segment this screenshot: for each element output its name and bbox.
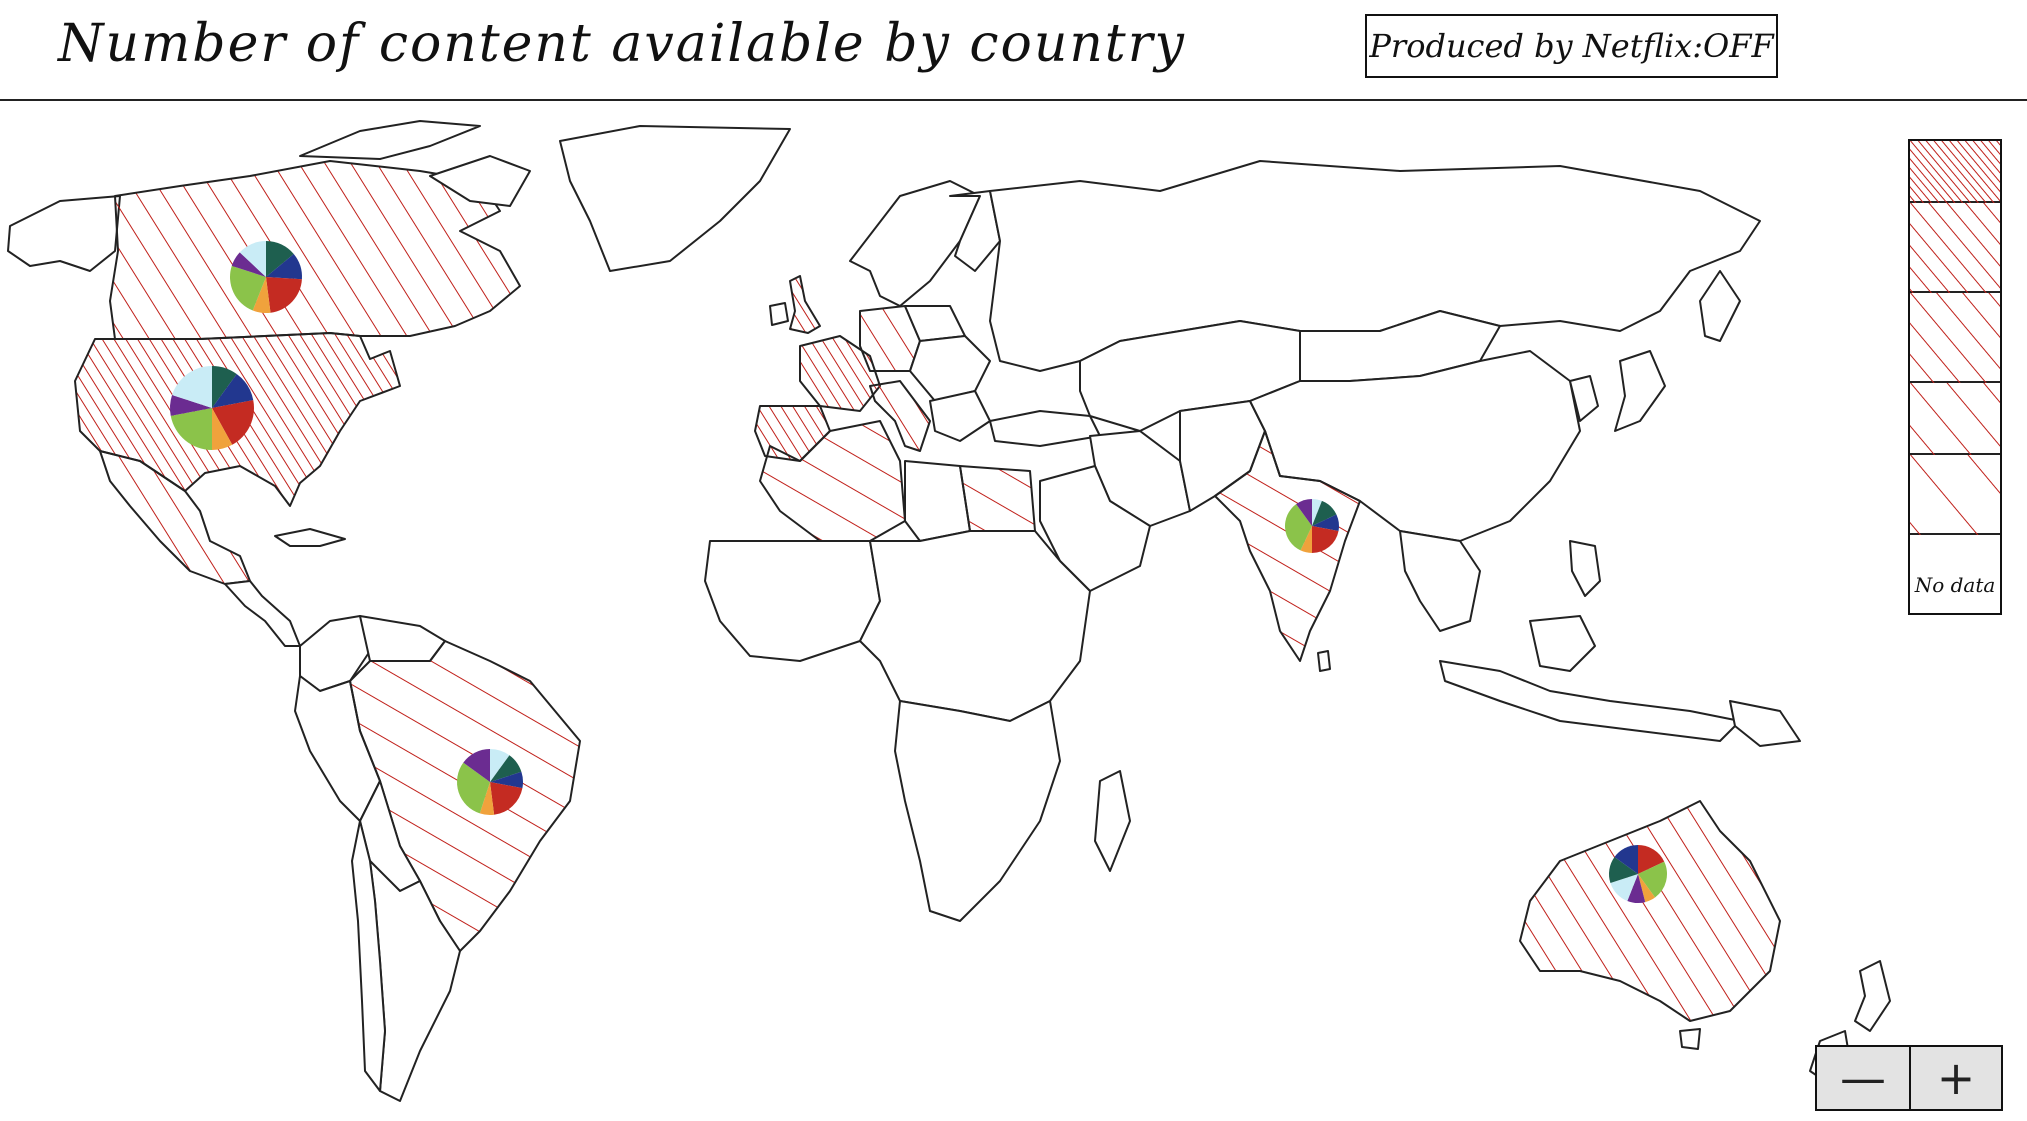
page-title: Number of content available by country (58, 14, 1186, 74)
country-indonesia[interactable] (1439, 660, 1741, 742)
country-russia[interactable] (989, 160, 1761, 372)
world-map[interactable] (0, 101, 2027, 1121)
country-sri-lanka (1317, 650, 1331, 672)
pie-slice-australia-5 (1609, 856, 1638, 883)
country-korea[interactable] (1569, 375, 1599, 422)
country-ireland[interactable] (769, 302, 789, 326)
pie-slice-india-2 (1312, 514, 1339, 532)
country-west-africa[interactable] (704, 540, 881, 662)
country-cuba (274, 528, 346, 547)
pie-slice-united-states-3 (212, 408, 233, 450)
zoom-out-button[interactable]: — (1840, 1051, 1886, 1105)
produced-by-netflix-toggle[interactable]: Produced by Netflix:OFF (1365, 14, 1778, 78)
country-southern-africa[interactable] (894, 700, 1061, 922)
country-tasmania (1679, 1028, 1701, 1050)
pie-india[interactable] (1284, 499, 1339, 553)
country-united-kingdom[interactable] (789, 275, 821, 334)
country-japan[interactable] (1614, 350, 1666, 432)
pie-slice-australia-3 (1627, 874, 1646, 904)
pie-slice-india-1 (1312, 500, 1337, 526)
country-madagascar[interactable] (1094, 770, 1131, 872)
country-new-zealand[interactable] (1854, 960, 1891, 1032)
zoom-in-button[interactable]: + (1909, 1047, 2001, 1109)
pie-slice-canada-6 (239, 241, 266, 277)
pie-slice-india-6 (1296, 499, 1312, 526)
pie-slice-india-4 (1300, 526, 1312, 553)
country-italy[interactable] (869, 380, 931, 452)
country-kamchatka (1699, 270, 1741, 342)
pie-slice-brazil-1 (490, 755, 522, 782)
country-alaska[interactable] (7, 195, 121, 272)
legend-bin-2 (1910, 203, 2000, 293)
country-balkans[interactable] (929, 390, 991, 442)
pie-slice-india-3 (1312, 526, 1339, 553)
country-philippines[interactable] (1569, 540, 1601, 597)
legend-bin-1 (1910, 141, 2000, 203)
pie-slice-brazil-4 (479, 782, 495, 816)
pie-slice-australia-1 (1638, 861, 1667, 898)
country-eastern-europe[interactable] (909, 335, 991, 402)
pie-slice-united-states-6 (172, 366, 212, 408)
pie-canada[interactable] (230, 241, 302, 313)
header: Number of content available by country P… (0, 0, 2027, 101)
pie-slice-india-5 (1284, 504, 1312, 551)
pie-slice-australia-6 (1614, 845, 1638, 874)
pie-slice-brazil-2 (490, 771, 523, 789)
country-france[interactable] (799, 335, 881, 412)
pie-slice-united-states-0 (212, 366, 237, 408)
pie-slice-brazil-6 (463, 749, 490, 782)
country-saudi-arabia[interactable] (1039, 465, 1151, 592)
country-papua-new-guinea[interactable] (1729, 700, 1801, 747)
country-arctic-islands (299, 120, 481, 160)
country-egypt[interactable] (959, 465, 1036, 532)
content-pie-charts (170, 241, 1667, 904)
country-turkey[interactable] (989, 410, 1101, 447)
legend-bin-5 (1910, 455, 2000, 535)
country-baffin-island (429, 155, 531, 207)
pie-slice-canada-4 (230, 265, 266, 311)
pie-slice-brazil-5 (456, 762, 490, 814)
pie-slice-australia-0 (1638, 845, 1665, 874)
country-borneo[interactable] (1529, 615, 1596, 672)
country-central-america (224, 580, 301, 647)
country-central-africa[interactable] (859, 530, 1091, 722)
legend-no-data-label: No data (1914, 573, 1996, 597)
pie-slice-united-states-2 (212, 400, 254, 445)
pie-slice-australia-2 (1638, 874, 1656, 903)
pie-slice-canada-2 (266, 277, 302, 313)
pie-slice-canada-5 (231, 252, 266, 277)
country-venezuela[interactable] (359, 615, 446, 662)
pie-slice-india-0 (1312, 499, 1322, 526)
pie-united-states[interactable] (170, 366, 254, 450)
pie-slice-australia-4 (1610, 874, 1638, 901)
country-australia[interactable] (1519, 800, 1781, 1022)
pie-slice-united-states-1 (212, 374, 254, 408)
country-chile[interactable] (351, 820, 386, 1092)
country-india[interactable] (1214, 430, 1361, 662)
legend-bin-3 (1910, 293, 2000, 383)
country-scandinavia[interactable] (849, 180, 981, 307)
pie-slice-united-states-5 (170, 395, 212, 416)
pie-slice-united-states-4 (170, 408, 212, 450)
world-map-svg[interactable] (0, 101, 2027, 1121)
pie-slice-brazil-0 (490, 749, 510, 782)
pie-australia[interactable] (1609, 845, 1667, 904)
pie-slice-canada-0 (266, 241, 294, 277)
legend-bin-4 (1910, 383, 2000, 455)
country-greenland[interactable] (559, 125, 791, 272)
pie-slice-canada-1 (266, 254, 302, 280)
choropleth-legend: No data (1908, 139, 2002, 615)
pie-brazil[interactable] (456, 749, 523, 816)
country-southeast-asia[interactable] (1399, 530, 1481, 632)
zoom-controls: — + (1815, 1045, 2003, 1111)
pie-slice-brazil-3 (490, 782, 523, 815)
pie-slice-canada-3 (252, 277, 271, 313)
